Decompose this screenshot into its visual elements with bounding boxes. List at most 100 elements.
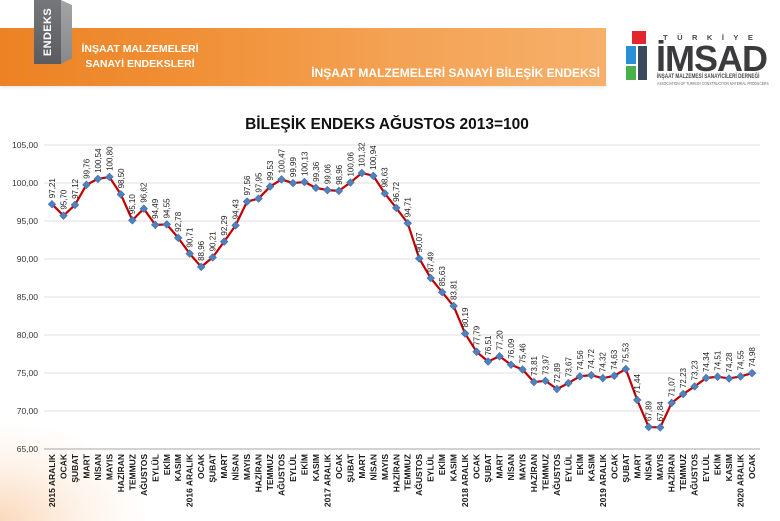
data-marker (633, 395, 642, 405)
data-marker (265, 182, 275, 191)
data-label: 98,63 (381, 167, 390, 188)
x-tick-label: EYLÜL (288, 454, 298, 482)
data-label: 74,98 (748, 347, 757, 368)
data-label: 75,53 (622, 342, 631, 363)
y-tick-label: 105,00 (12, 140, 38, 150)
x-tick-label: AĞUSTOS (689, 454, 700, 496)
data-marker (254, 194, 263, 203)
data-marker (518, 365, 527, 374)
y-tick-label: 90,00 (17, 254, 39, 264)
badge-side-face (61, 0, 72, 64)
data-label: 98,50 (117, 168, 126, 189)
data-label: 90,21 (209, 231, 218, 252)
data-label: 74,32 (599, 352, 608, 373)
data-label: 94,49 (151, 198, 160, 219)
x-tick-label: 2017 ARALIK (322, 453, 332, 507)
corner-decoration (0, 421, 150, 521)
imsad-logo-icon (626, 31, 647, 80)
x-tick-label: ŞUBAT (345, 453, 355, 482)
data-label: 90,71 (186, 227, 195, 248)
data-marker (369, 171, 378, 181)
data-label: 75,46 (518, 343, 527, 364)
data-label: 71,44 (633, 373, 642, 394)
data-marker (495, 352, 504, 361)
data-label: 97,56 (243, 175, 252, 196)
y-tick-label: 100,00 (12, 178, 38, 188)
x-tick-label: MART (81, 453, 91, 478)
data-marker (357, 168, 367, 178)
data-label: 100,80 (105, 146, 114, 171)
data-label: 72,89 (553, 362, 562, 383)
data-label: 95,70 (59, 189, 68, 210)
data-marker (541, 376, 550, 386)
logo-name: İMSAD (656, 38, 768, 79)
data-marker (426, 273, 435, 283)
y-tick-label: 65,00 (17, 444, 39, 454)
data-marker (311, 183, 321, 193)
x-tick-label: EYLÜL (563, 454, 573, 482)
data-marker (655, 423, 665, 432)
data-label: 94,55 (163, 198, 172, 219)
data-label: 99,53 (266, 160, 275, 181)
x-tick-label: EYLÜL (150, 454, 160, 482)
data-marker (242, 197, 252, 206)
x-tick-label: OCAK (334, 453, 344, 479)
chart-title: BİLEŞİK ENDEKS AĞUSTOS 2013=100 (245, 115, 529, 133)
data-marker (105, 172, 114, 182)
x-tick-label: HAZİRAN (529, 454, 539, 492)
x-tick-label: OCAK (609, 453, 619, 479)
x-tick-label: MAYIS (380, 454, 390, 480)
x-tick-label: TEMMUZ (127, 454, 137, 490)
data-label: 83,81 (450, 279, 459, 300)
data-label: 71,07 (668, 376, 677, 397)
x-tick-label: ŞUBAT (70, 453, 80, 482)
data-label: 88,96 (197, 240, 206, 261)
x-tick-label: EKİM (437, 454, 447, 475)
logo-block-red (632, 31, 646, 44)
x-tick-label: NİSAN (644, 454, 654, 480)
header-title-line1: İNŞAAT MALZEMELERİ (81, 43, 199, 55)
x-tick-label: AĞUSTOS (138, 454, 149, 496)
data-marker (644, 422, 653, 432)
data-marker (506, 360, 516, 369)
chart: BİLEŞİK ENDEKS AĞUSTOS 2013=100 65,00 70,… (0, 105, 780, 521)
badge-front-face (34, 0, 61, 64)
x-tick-label: OCAK (472, 453, 482, 479)
data-marker (575, 372, 585, 381)
y-tick-label: 85,00 (17, 292, 39, 302)
x-axis-ticks: 2015 ARALIK OCAK ŞUBAT MART NİSAN MAYIS HAZİRA… (47, 453, 757, 507)
data-marker (678, 389, 688, 399)
data-marker (300, 177, 309, 187)
data-label: 96,72 (392, 181, 401, 202)
x-tick-label: NİSAN (368, 454, 378, 480)
data-marker (392, 203, 401, 213)
data-marker (82, 180, 91, 190)
data-label: 73,81 (530, 355, 539, 376)
x-tick-label: HAZİRAN (391, 454, 401, 492)
data-marker (208, 253, 217, 262)
data-label: 97,95 (254, 172, 263, 193)
data-marker (219, 237, 229, 246)
x-tick-label: HAZİRAN (254, 454, 264, 492)
x-tick-label: EKİM (299, 454, 309, 475)
data-marker (736, 372, 745, 381)
x-tick-label: KASIM (449, 454, 459, 481)
x-tick-label: ŞUBAT (208, 453, 218, 482)
data-label: 101,32 (358, 142, 367, 167)
data-label: 74,34 (702, 351, 711, 372)
data-label: 73,97 (541, 354, 550, 375)
data-marker (380, 189, 390, 198)
data-marker (713, 372, 722, 381)
data-label: 77,79 (472, 325, 481, 346)
x-tick-label: KASIM (311, 454, 321, 481)
data-label: 100,94 (369, 145, 378, 170)
header-title: İNŞAAT MALZEMELERİ SANAYİ ENDEKSLERİ (72, 42, 208, 72)
x-tick-label: EKİM (575, 454, 585, 475)
data-label: 87,49 (427, 252, 436, 273)
x-tick-label: KASIM (586, 454, 596, 481)
x-tick-label: 2020 ARALIK (736, 453, 746, 507)
data-label: 77,20 (495, 330, 504, 351)
data-label: 97,21 (48, 178, 57, 199)
data-label: 95,10 (128, 194, 137, 215)
